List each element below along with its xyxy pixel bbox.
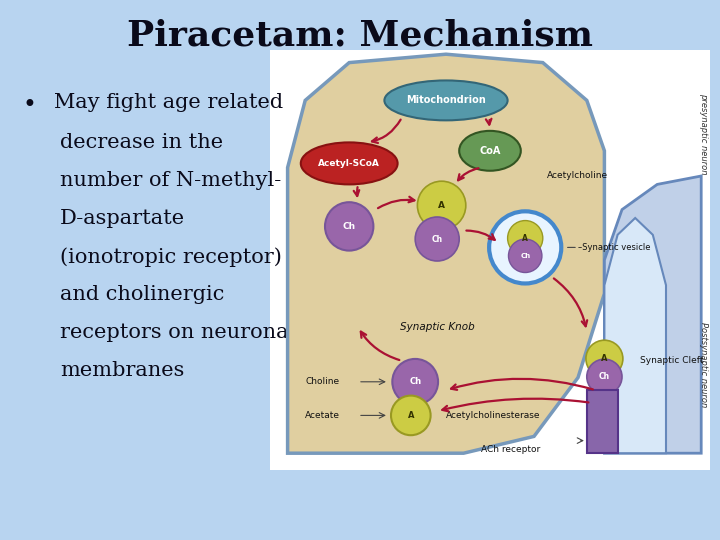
Text: May fight age related: May fight age related	[54, 93, 283, 112]
Circle shape	[586, 340, 623, 377]
Circle shape	[418, 181, 466, 229]
Text: receptors on neuronal: receptors on neuronal	[60, 323, 295, 342]
Text: Choline: Choline	[305, 377, 339, 386]
Circle shape	[391, 396, 431, 435]
Text: presynaptic neuron: presynaptic neuron	[699, 93, 708, 175]
Circle shape	[325, 202, 374, 251]
Polygon shape	[287, 54, 604, 453]
Text: Ch: Ch	[343, 222, 356, 231]
Circle shape	[508, 239, 542, 273]
Ellipse shape	[301, 143, 397, 184]
Text: Ch: Ch	[409, 377, 421, 386]
Text: A: A	[438, 201, 445, 210]
Text: A: A	[522, 234, 528, 242]
Text: ACh receptor: ACh receptor	[481, 444, 541, 454]
Circle shape	[587, 359, 622, 394]
Polygon shape	[604, 218, 666, 453]
Text: Acetyl-SCoA: Acetyl-SCoA	[318, 159, 380, 168]
Text: Acetate: Acetate	[305, 411, 340, 420]
Text: D-aspartate: D-aspartate	[60, 210, 185, 228]
Text: Synaptic Cleft: Synaptic Cleft	[639, 356, 703, 365]
Text: •: •	[22, 93, 36, 117]
Text: Acetylcholinesterase: Acetylcholinesterase	[446, 411, 541, 420]
Ellipse shape	[384, 80, 508, 120]
Text: Synaptic Knob: Synaptic Knob	[400, 322, 474, 332]
Text: –Synaptic vesicle: –Synaptic vesicle	[578, 243, 650, 252]
Circle shape	[508, 220, 543, 256]
Text: (ionotropic receptor): (ionotropic receptor)	[60, 247, 282, 267]
Text: Acetylcholine: Acetylcholine	[547, 172, 608, 180]
Circle shape	[415, 217, 459, 261]
Circle shape	[489, 211, 562, 284]
Text: Piracetam: Mechanism: Piracetam: Mechanism	[127, 18, 593, 52]
Text: and cholinergic: and cholinergic	[60, 286, 225, 305]
FancyBboxPatch shape	[270, 50, 710, 470]
Text: Ch: Ch	[599, 372, 610, 381]
Text: number of N-methyl-: number of N-methyl-	[60, 172, 282, 191]
Circle shape	[392, 359, 438, 404]
Text: A: A	[408, 411, 414, 420]
Text: Mitochondrion: Mitochondrion	[406, 96, 486, 105]
Text: Postsynaptic neuron: Postsynaptic neuron	[699, 322, 708, 408]
Text: A: A	[601, 354, 608, 363]
Text: CoA: CoA	[480, 146, 500, 156]
Text: Ch: Ch	[520, 253, 530, 259]
Polygon shape	[604, 176, 701, 453]
Text: Ch: Ch	[431, 234, 443, 244]
Ellipse shape	[459, 131, 521, 171]
Bar	[587, 390, 618, 453]
Text: membranes: membranes	[60, 361, 184, 381]
Text: decrease in the: decrease in the	[60, 133, 223, 152]
